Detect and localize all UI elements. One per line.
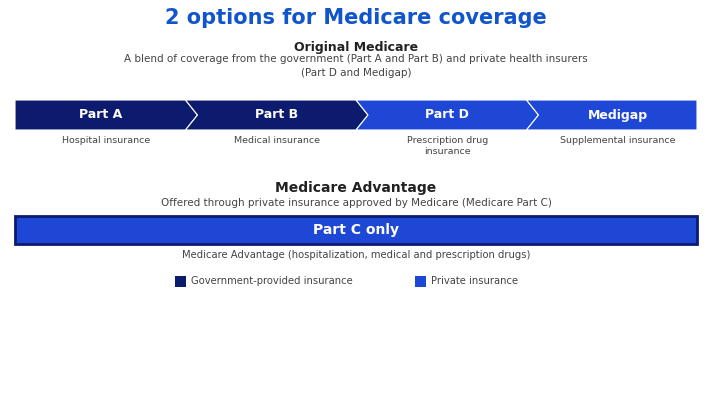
FancyBboxPatch shape bbox=[15, 216, 697, 244]
Text: Private insurance: Private insurance bbox=[431, 276, 518, 286]
Text: Part A: Part A bbox=[78, 109, 122, 122]
Polygon shape bbox=[356, 100, 538, 130]
Text: Government-provided insurance: Government-provided insurance bbox=[191, 276, 352, 286]
Polygon shape bbox=[186, 100, 368, 130]
Text: Part B: Part B bbox=[255, 109, 298, 122]
Text: Offered through private insurance approved by Medicare (Medicare Part C): Offered through private insurance approv… bbox=[161, 198, 551, 208]
Polygon shape bbox=[15, 100, 197, 130]
Text: Medicare Advantage: Medicare Advantage bbox=[276, 181, 436, 195]
FancyBboxPatch shape bbox=[415, 276, 426, 287]
Text: Medical insurance: Medical insurance bbox=[234, 136, 320, 145]
Text: Supplemental insurance: Supplemental insurance bbox=[560, 136, 676, 145]
Text: Part D: Part D bbox=[425, 109, 469, 122]
Text: Medigap: Medigap bbox=[587, 109, 648, 122]
Text: A blend of coverage from the government (Part A and Part B) and private health i: A blend of coverage from the government … bbox=[124, 54, 588, 78]
Text: Prescription drug
insurance: Prescription drug insurance bbox=[407, 136, 488, 156]
FancyBboxPatch shape bbox=[175, 276, 186, 287]
Text: Part C only: Part C only bbox=[313, 223, 399, 237]
Polygon shape bbox=[526, 100, 697, 130]
Text: Medicare Advantage (hospitalization, medical and prescription drugs): Medicare Advantage (hospitalization, med… bbox=[182, 250, 530, 260]
Text: 2 options for Medicare coverage: 2 options for Medicare coverage bbox=[165, 8, 547, 28]
Text: Hospital insurance: Hospital insurance bbox=[62, 136, 150, 145]
Text: Original Medicare: Original Medicare bbox=[294, 41, 418, 55]
